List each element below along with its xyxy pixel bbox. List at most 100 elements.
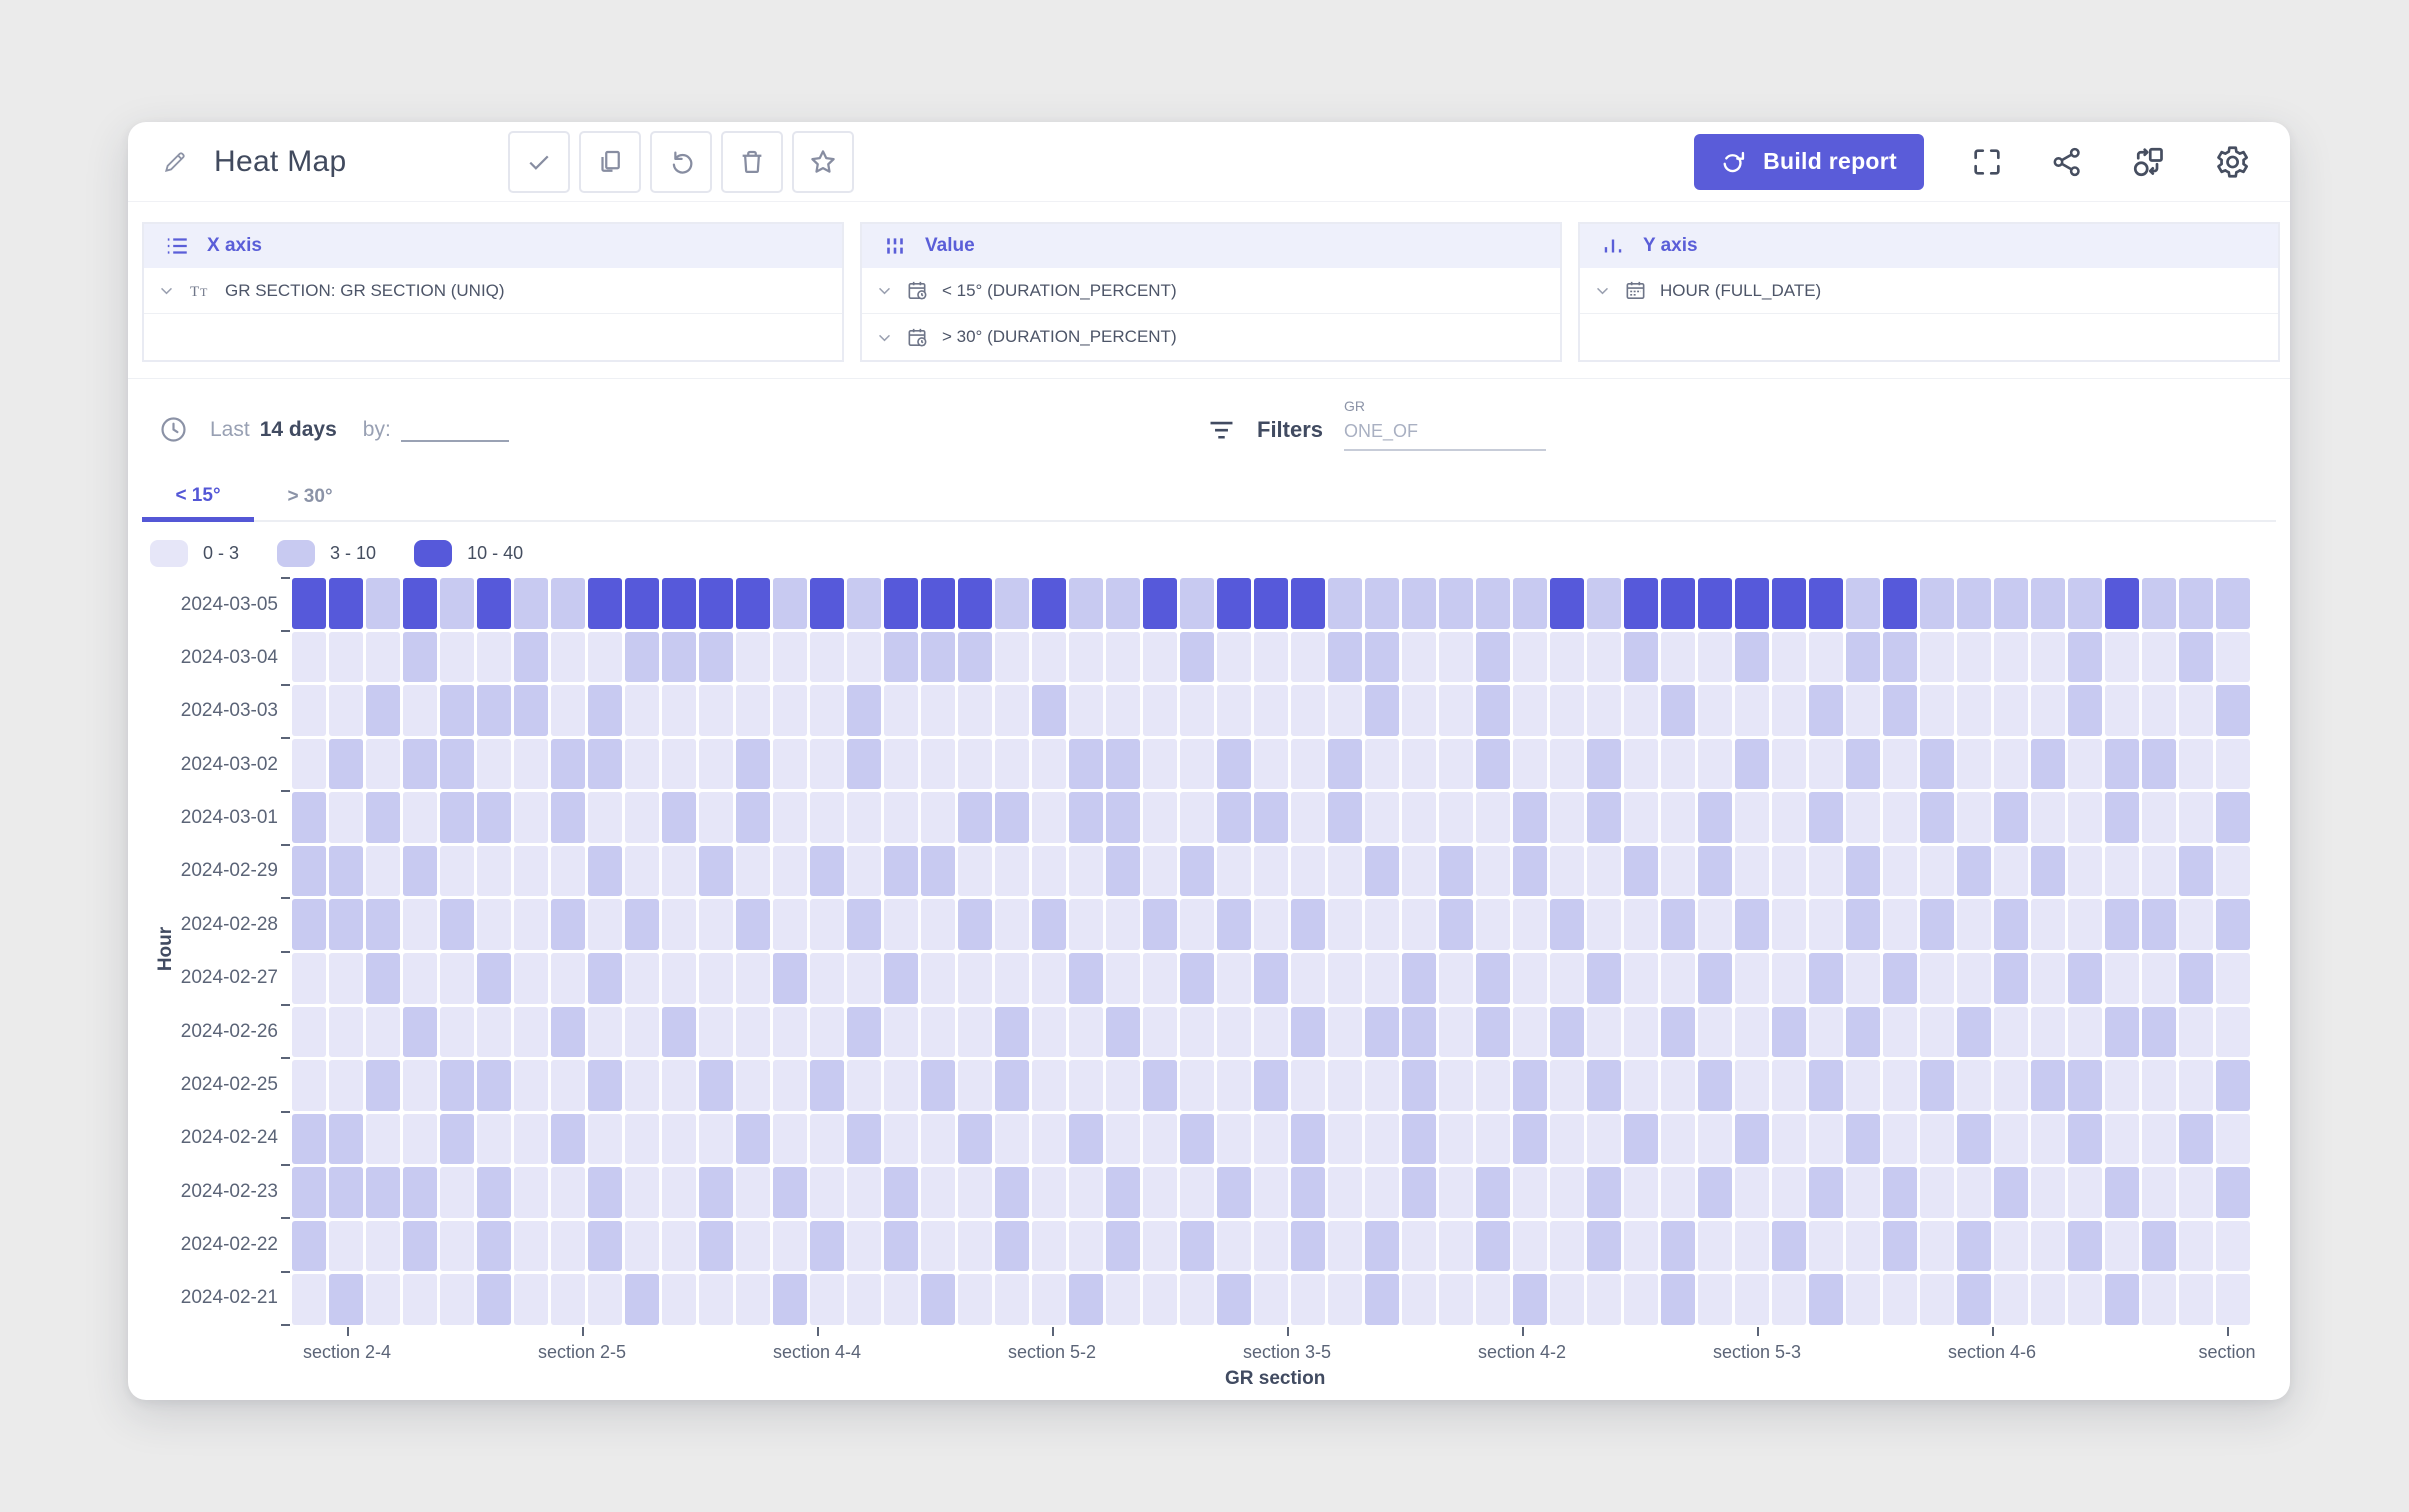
heatmap-cell[interactable] [1957,578,1991,629]
heatmap-cell[interactable] [2179,578,2213,629]
heatmap-cell[interactable] [1698,1006,1732,1058]
heatmap-cell[interactable] [810,738,844,790]
heatmap-cell[interactable] [662,1167,696,1218]
heatmap-cell[interactable] [995,578,1029,629]
heatmap-cell[interactable] [2031,1006,2065,1058]
heatmap-cell[interactable] [1402,792,1436,843]
heatmap-cell[interactable] [1180,1220,1214,1272]
heatmap-cell[interactable] [1254,685,1288,736]
heatmap-cell[interactable] [2105,631,2139,683]
x-axis-field-row[interactable]: T T GR SECTION: GR SECTION (UNIQ) [144,268,842,314]
edit-pencil-icon[interactable] [162,149,188,175]
heatmap-cell[interactable] [440,1113,474,1165]
heatmap-cell[interactable] [1846,1274,1880,1325]
heatmap-cell[interactable] [1550,578,1584,629]
heatmap-cell[interactable] [1476,1060,1510,1111]
heatmap-cell[interactable] [810,1060,844,1111]
heatmap-cell[interactable] [1735,1060,1769,1111]
heatmap-cell[interactable] [2031,1060,2065,1111]
heatmap-cell[interactable] [329,953,363,1004]
heatmap-cell[interactable] [2179,685,2213,736]
heatmap-cell[interactable] [662,899,696,950]
heatmap-cell[interactable] [1106,899,1140,950]
heatmap-cell[interactable] [477,738,511,790]
heatmap-cell[interactable] [625,899,659,950]
heatmap-cell[interactable] [514,1274,548,1325]
heatmap-cell[interactable] [625,792,659,843]
heatmap-cell[interactable] [1735,1220,1769,1272]
heatmap-cell[interactable] [1365,1060,1399,1111]
heatmap-cell[interactable] [1513,631,1547,683]
heatmap-cell[interactable] [625,953,659,1004]
heatmap-cell[interactable] [921,1006,955,1058]
heatmap-cell[interactable] [1809,631,1843,683]
heatmap-cell[interactable] [329,899,363,950]
heatmap-cell[interactable] [403,953,437,1004]
value-field-row[interactable]: > 30° (DURATION_PERCENT) [862,314,1560,360]
heatmap-cell[interactable] [588,792,622,843]
heatmap-cell[interactable] [1587,738,1621,790]
heatmap-cell[interactable] [292,1006,326,1058]
heatmap-cell[interactable] [699,631,733,683]
heatmap-cell[interactable] [2105,1113,2139,1165]
heatmap-cell[interactable] [625,631,659,683]
heatmap-cell[interactable] [1180,792,1214,843]
heatmap-cell[interactable] [2179,899,2213,950]
heatmap-cell[interactable] [1846,899,1880,950]
heatmap-cell[interactable] [1217,1006,1251,1058]
heatmap-cell[interactable] [1846,1006,1880,1058]
heatmap-cell[interactable] [1920,1006,1954,1058]
heatmap-cell[interactable] [1994,1006,2028,1058]
heatmap-cell[interactable] [1106,1006,1140,1058]
heatmap-cell[interactable] [2142,845,2176,897]
heatmap-cell[interactable] [1402,845,1436,897]
confirm-button[interactable] [508,130,571,193]
heatmap-cell[interactable] [1291,899,1325,950]
heatmap-cell[interactable] [847,1167,881,1218]
heatmap-cell[interactable] [366,685,400,736]
heatmap-cell[interactable] [1439,738,1473,790]
heatmap-cell[interactable] [1365,1006,1399,1058]
heatmap-cell[interactable] [921,899,955,950]
heatmap-cell[interactable] [2031,953,2065,1004]
heatmap-cell[interactable] [699,953,733,1004]
heatmap-cell[interactable] [1291,1113,1325,1165]
heatmap-cell[interactable] [1402,738,1436,790]
heatmap-cell[interactable] [440,1274,474,1325]
heatmap-cell[interactable] [1402,899,1436,950]
heatmap-cell[interactable] [292,1220,326,1272]
heatmap-cell[interactable] [995,899,1029,950]
heatmap-cell[interactable] [773,792,807,843]
heatmap-cell[interactable] [1328,899,1362,950]
heatmap-cell[interactable] [810,685,844,736]
heatmap-cell[interactable] [1365,578,1399,629]
heatmap-cell[interactable] [2068,1220,2102,1272]
heatmap-cell[interactable] [403,685,437,736]
heatmap-cell[interactable] [1624,845,1658,897]
heatmap-cell[interactable] [1587,953,1621,1004]
heatmap-cell[interactable] [884,1060,918,1111]
heatmap-cell[interactable] [736,899,770,950]
heatmap-cell[interactable] [2068,953,2102,1004]
heatmap-cell[interactable] [514,1006,548,1058]
heatmap-cell[interactable] [1217,738,1251,790]
heatmap-cell[interactable] [736,1060,770,1111]
heatmap-cell[interactable] [921,792,955,843]
heatmap-cell[interactable] [958,792,992,843]
heatmap-cell[interactable] [1772,1167,1806,1218]
heatmap-cell[interactable] [366,1220,400,1272]
heatmap-cell[interactable] [440,1006,474,1058]
heatmap-cell[interactable] [1735,1274,1769,1325]
heatmap-cell[interactable] [921,1220,955,1272]
tab-lt-15[interactable]: < 15° [142,474,254,522]
heatmap-cell[interactable] [2105,578,2139,629]
heatmap-cell[interactable] [1809,685,1843,736]
heatmap-cell[interactable] [1032,1113,1066,1165]
heatmap-cell[interactable] [773,578,807,629]
heatmap-cell[interactable] [1143,899,1177,950]
heatmap-cell[interactable] [1365,899,1399,950]
heatmap-cell[interactable] [514,845,548,897]
heatmap-cell[interactable] [440,578,474,629]
heatmap-cell[interactable] [1661,792,1695,843]
heatmap-cell[interactable] [1809,1274,1843,1325]
